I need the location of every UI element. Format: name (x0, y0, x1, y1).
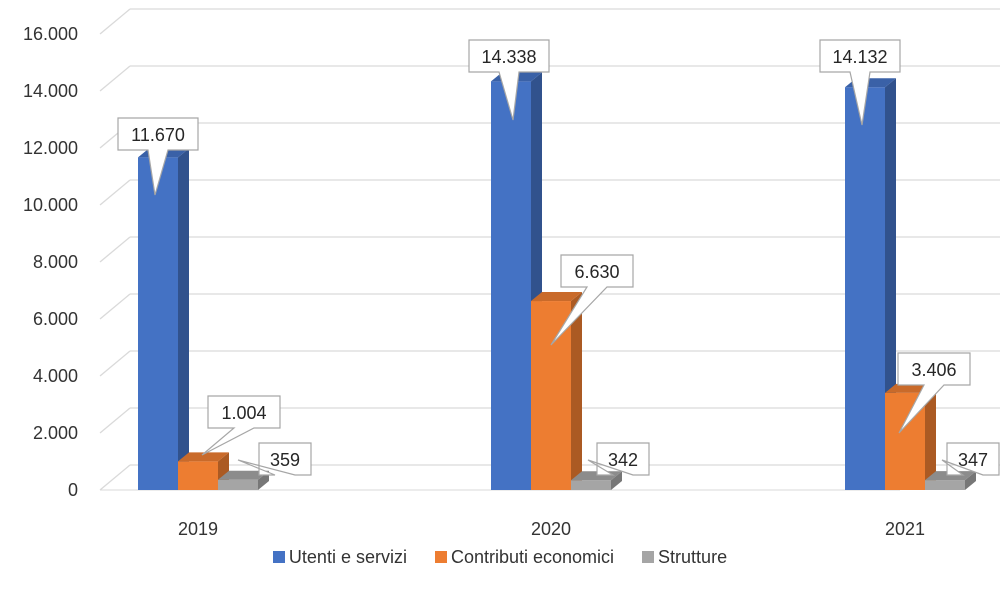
x-tick-label: 2020 (531, 519, 571, 539)
gridline-side (99, 407, 131, 434)
legend-label-utenti: Utenti e servizi (288, 546, 407, 567)
y-tick-label: 12.000 (23, 138, 78, 158)
y-tick-label: 4.000 (33, 366, 78, 386)
legend-swatch-contributi (434, 551, 447, 563)
data-label-callout (550, 254, 634, 346)
bar (845, 87, 885, 490)
data-label: 11.670 (131, 125, 185, 145)
data-label: 6.630 (574, 262, 619, 282)
gridline-side (99, 65, 131, 92)
legend-item-contributi: Contributi economici (434, 546, 615, 568)
data-label: 359 (270, 450, 300, 470)
bar-top (178, 452, 229, 462)
data-label-callout (237, 442, 312, 476)
data-label: 14.132 (832, 47, 887, 67)
legend-swatch-strutture (642, 551, 655, 563)
y-tick-label: 8.000 (33, 252, 78, 272)
gridline-side (99, 179, 131, 206)
data-label: 3.406 (911, 360, 956, 380)
legend-label-strutture: Strutture (658, 546, 728, 567)
legend-swatch-utenti (272, 551, 285, 563)
legend-label-contributi: Contributi economici (450, 546, 615, 567)
bar (178, 461, 218, 490)
legend-item-strutture: Strutture (642, 547, 727, 568)
gridline-side (99, 464, 131, 491)
bar (218, 479, 258, 490)
data-label: 347 (958, 450, 988, 470)
y-tick-label: 16.000 (23, 24, 78, 44)
bar-top (531, 292, 582, 302)
gridline-side (99, 350, 131, 377)
data-label: 1.004 (221, 403, 266, 423)
y-tick-label: 6.000 (33, 309, 78, 329)
x-tick-label: 2019 (178, 519, 218, 539)
data-label: 14.338 (481, 47, 536, 67)
bar (531, 301, 571, 490)
bar-side (178, 148, 189, 490)
data-label-callout (941, 442, 1000, 476)
data-label: 342 (608, 450, 638, 470)
data-label-callout (587, 442, 650, 476)
data-label-callout (201, 395, 281, 456)
x-tick-label: 2021 (885, 519, 925, 539)
y-tick-label: 0 (68, 480, 78, 500)
y-tick-label: 2.000 (33, 423, 78, 443)
legend: Utenti e servizi Contributi economici St… (0, 545, 1000, 569)
data-label-callout (819, 39, 901, 126)
data-label-callout (117, 117, 199, 196)
gridline-side (99, 236, 131, 263)
legend-item-utenti: Utenti e servizi (272, 546, 407, 568)
gridline-side (99, 8, 131, 35)
gridline-side (99, 293, 131, 320)
data-label-callout (897, 352, 971, 434)
bar-side (925, 383, 936, 490)
data-label-callout (468, 39, 550, 121)
bar (571, 480, 611, 490)
y-tick-label: 14.000 (23, 81, 78, 101)
bar (925, 480, 965, 490)
bar-top (218, 470, 269, 480)
bar-side (571, 292, 582, 490)
bar (491, 81, 531, 490)
bar-side (965, 471, 976, 490)
bar (138, 157, 178, 490)
bar-side (611, 471, 622, 490)
bar-top (925, 471, 976, 481)
y-tick-label: 10.000 (23, 195, 78, 215)
